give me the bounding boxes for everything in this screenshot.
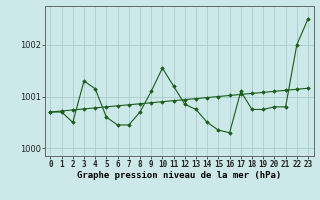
X-axis label: Graphe pression niveau de la mer (hPa): Graphe pression niveau de la mer (hPa) — [77, 171, 281, 180]
